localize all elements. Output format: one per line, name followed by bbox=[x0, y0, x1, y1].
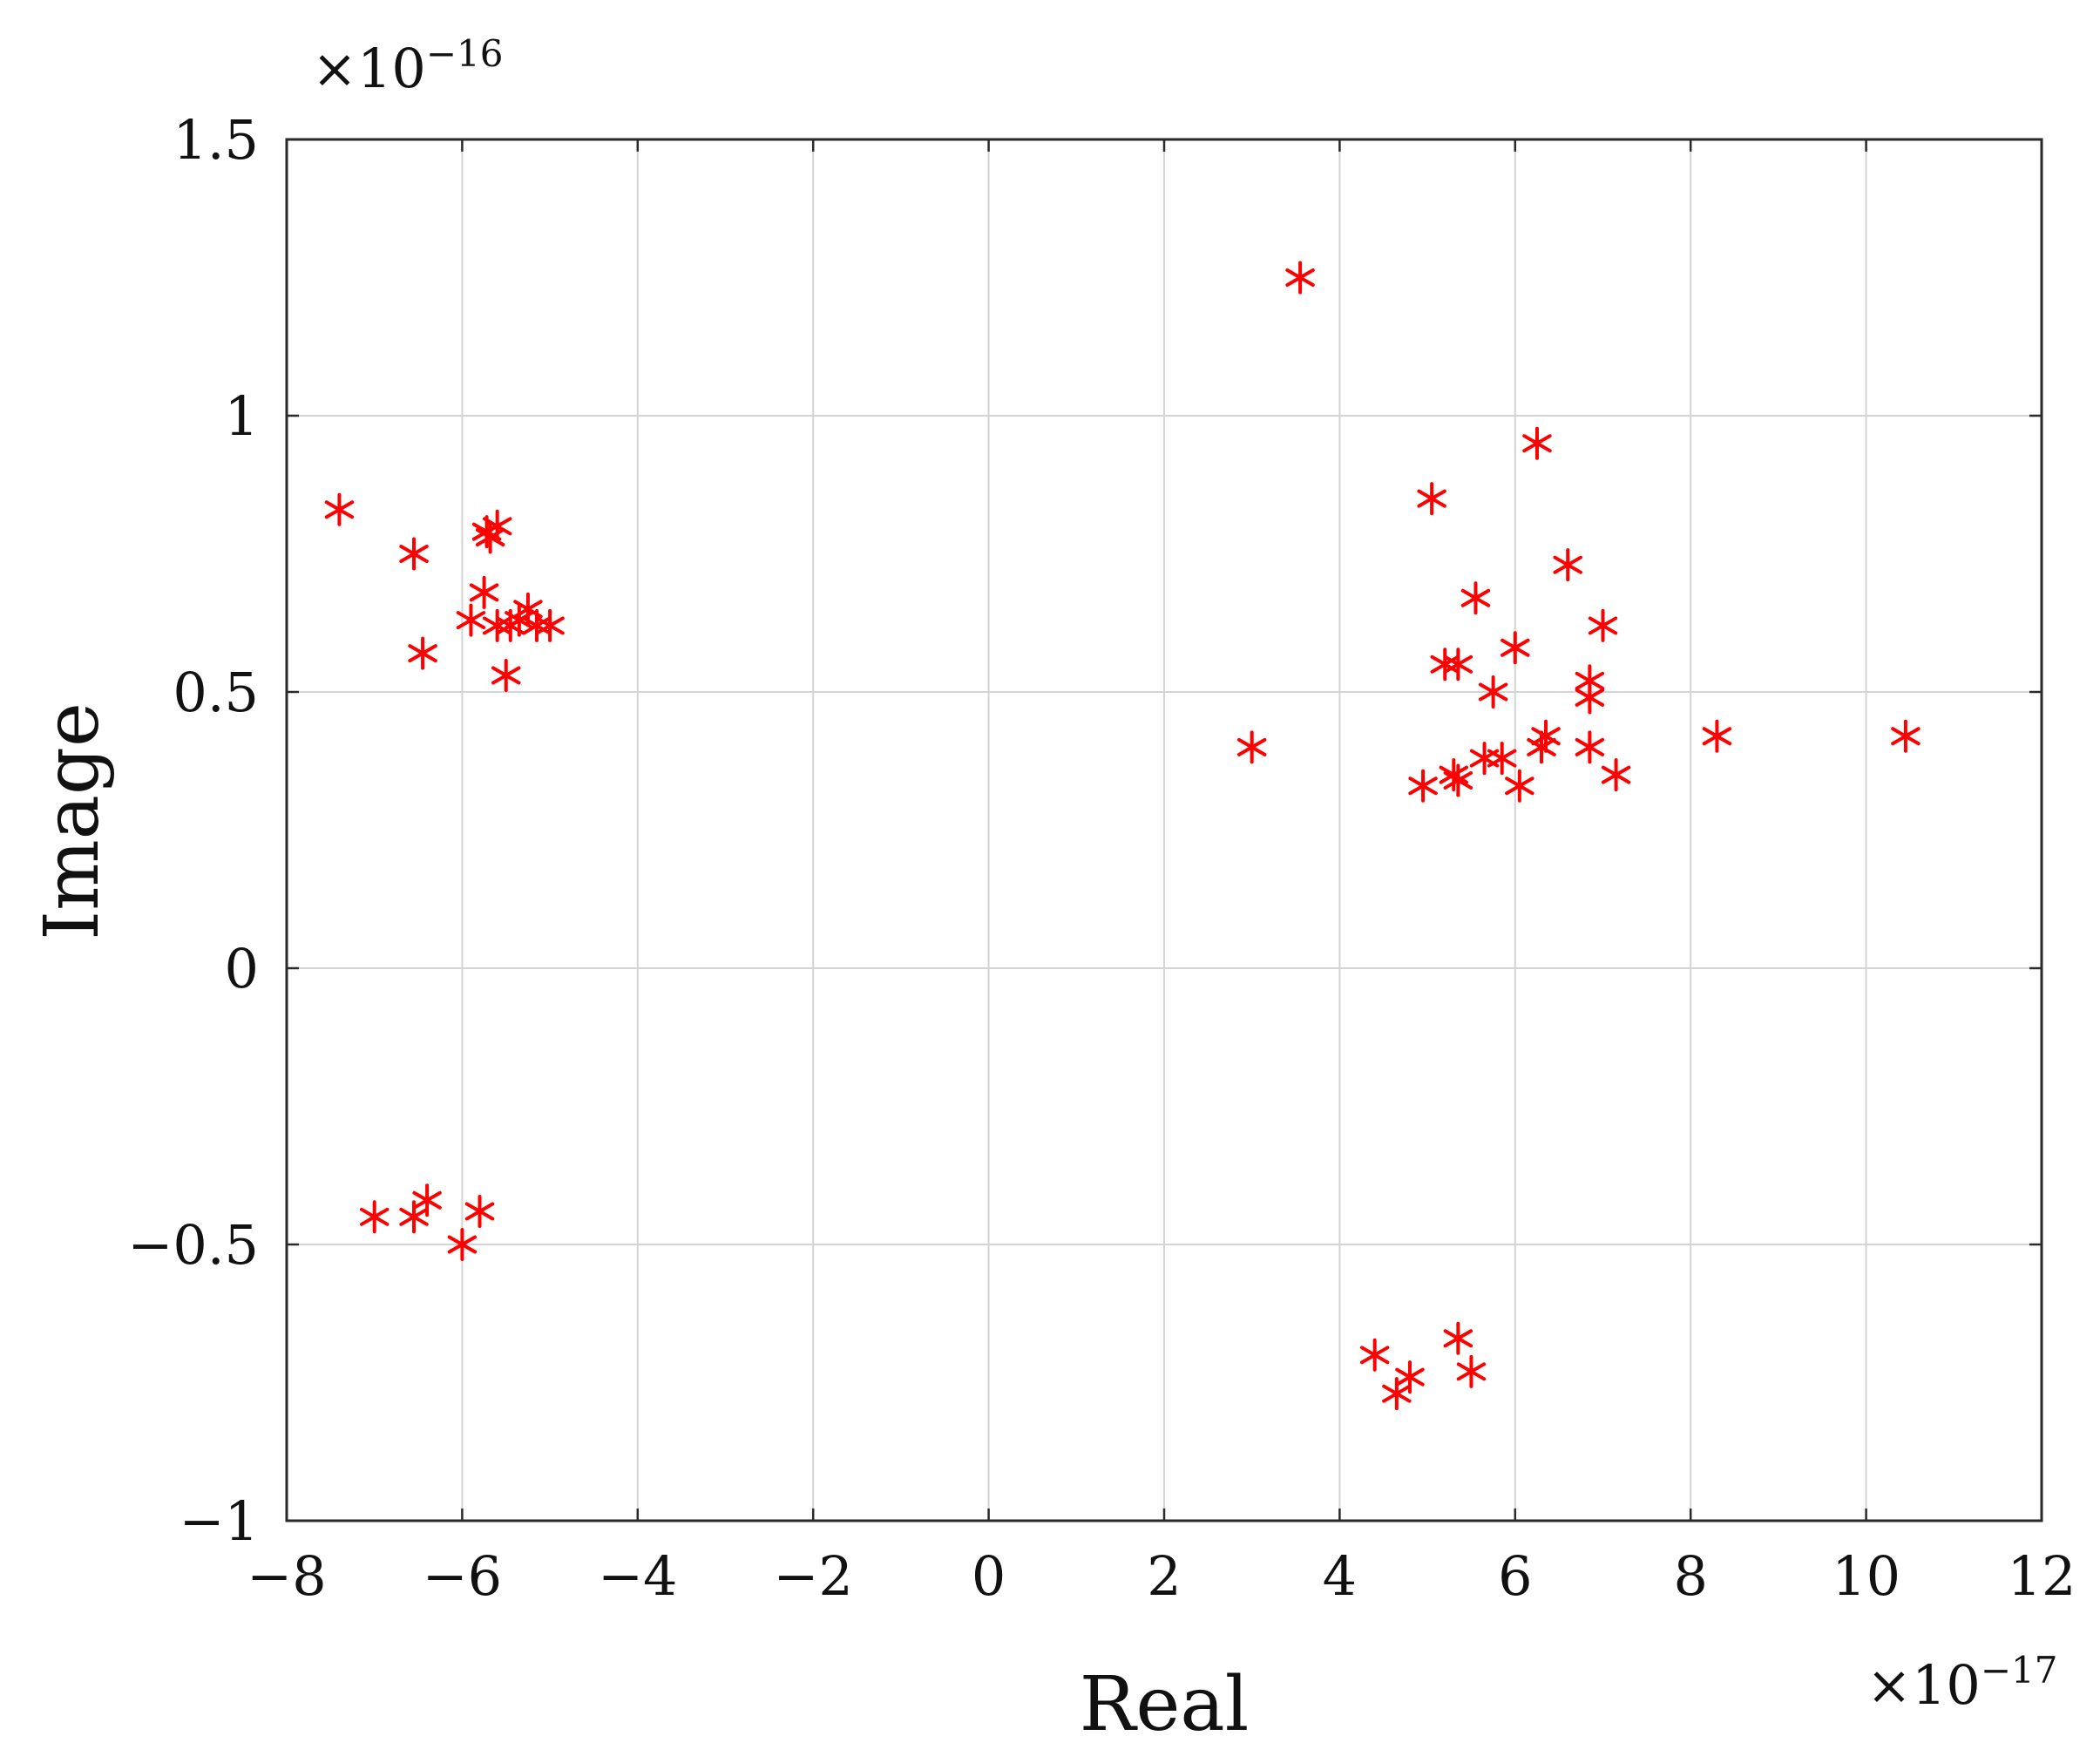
data-point bbox=[1443, 648, 1473, 681]
data-point bbox=[1439, 758, 1469, 792]
x-multiplier-base: ×10 bbox=[1866, 1653, 1981, 1717]
data-point bbox=[1522, 426, 1552, 460]
x-tick-label: 10 bbox=[1832, 1544, 1900, 1608]
y-tick-label: 1 bbox=[225, 384, 259, 448]
y-tick-label: −1 bbox=[180, 1489, 259, 1553]
data-point bbox=[1382, 1377, 1412, 1411]
data-point bbox=[1487, 742, 1517, 776]
data-point bbox=[1430, 648, 1460, 681]
x-tick-label: 6 bbox=[1498, 1544, 1532, 1608]
data-point bbox=[1443, 1321, 1473, 1355]
data-point bbox=[1456, 1354, 1487, 1388]
data-point bbox=[475, 520, 505, 554]
data-point bbox=[1443, 763, 1473, 797]
data-point bbox=[1553, 548, 1582, 582]
data-point bbox=[1417, 482, 1446, 516]
data-point bbox=[1588, 608, 1618, 642]
x-axis-tick-labels: −8 −6 −4 −2 0 2 4 6 8 10 12 bbox=[247, 1544, 2076, 1608]
x-tick-label: −4 bbox=[598, 1544, 677, 1608]
x-tick-label: 8 bbox=[1673, 1544, 1707, 1608]
x-tick-label: 0 bbox=[972, 1544, 1006, 1608]
y-axis-tick-labels: −1 −0.5 0 0.5 1 1.5 bbox=[127, 108, 259, 1553]
data-points bbox=[324, 261, 1920, 1411]
data-point bbox=[1359, 1338, 1390, 1372]
data-point bbox=[1702, 719, 1732, 753]
data-point bbox=[1460, 581, 1491, 615]
data-point bbox=[324, 492, 355, 526]
data-point bbox=[408, 636, 437, 670]
x-tick-label: 12 bbox=[2008, 1544, 2076, 1608]
data-point bbox=[535, 608, 565, 642]
y-multiplier-exponent: −16 bbox=[426, 32, 504, 75]
data-point bbox=[412, 1183, 442, 1217]
data-point bbox=[456, 603, 486, 637]
data-point bbox=[1285, 261, 1315, 295]
y-multiplier-base: ×10 bbox=[312, 37, 426, 100]
y-axis-multiplier: ×10−16 bbox=[312, 32, 503, 100]
data-point bbox=[464, 1194, 495, 1228]
y-tick-label: 0.5 bbox=[173, 661, 259, 724]
x-tick-label: 2 bbox=[1147, 1544, 1181, 1608]
x-axis-title: Real bbox=[1080, 1661, 1249, 1748]
x-multiplier-exponent: −17 bbox=[1981, 1649, 2058, 1692]
x-tick-label: −2 bbox=[773, 1544, 852, 1608]
y-tick-label: 0 bbox=[225, 937, 259, 1000]
data-point bbox=[359, 1200, 390, 1234]
data-point bbox=[1891, 719, 1920, 753]
data-point bbox=[1505, 769, 1534, 803]
data-point bbox=[447, 1228, 478, 1261]
data-point bbox=[1469, 742, 1500, 776]
data-point bbox=[469, 575, 499, 609]
data-point bbox=[1527, 730, 1556, 764]
data-point bbox=[1601, 758, 1631, 792]
data-point bbox=[1575, 730, 1605, 764]
y-axis-title: Image bbox=[29, 702, 116, 940]
y-tick-label: −0.5 bbox=[127, 1213, 259, 1277]
data-point bbox=[522, 608, 552, 642]
data-point bbox=[1500, 631, 1530, 665]
data-point bbox=[1478, 675, 1508, 709]
y-tick-label: 1.5 bbox=[173, 108, 259, 172]
data-point bbox=[399, 537, 429, 571]
data-point bbox=[1575, 681, 1605, 715]
data-point bbox=[491, 658, 521, 692]
x-axis-multiplier: ×10−17 bbox=[1866, 1649, 2057, 1717]
data-point bbox=[482, 608, 512, 642]
x-tick-label: −8 bbox=[247, 1544, 326, 1608]
data-point bbox=[1408, 769, 1438, 803]
x-tick-label: −6 bbox=[423, 1544, 502, 1608]
axis-ticks bbox=[285, 138, 2043, 1522]
x-tick-label: 4 bbox=[1323, 1544, 1357, 1608]
data-point bbox=[1236, 730, 1267, 764]
grid bbox=[287, 139, 2042, 1521]
